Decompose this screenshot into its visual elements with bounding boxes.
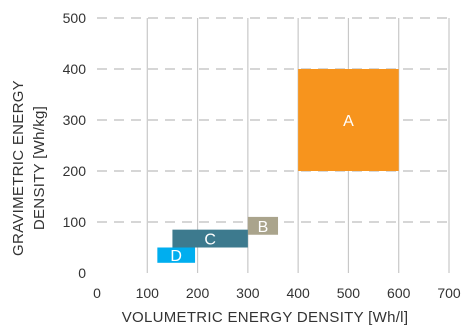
x-tick-label-600: 600 (387, 285, 411, 301)
y-tick-label-200: 200 (63, 163, 87, 179)
region-label-a: A (343, 113, 354, 130)
x-tick-label-100: 100 (136, 285, 160, 301)
x-axis-title: VOLUMETRIC ENERGY DENSITY [Wh/l] (122, 309, 409, 325)
x-tick-label-300: 300 (236, 285, 260, 301)
y-axis-title-line1: GRAVIMETRIC ENERGY (10, 80, 27, 256)
x-tick-label-0: 0 (93, 285, 101, 301)
region-b (247, 216, 279, 235)
y-tick-label-400: 400 (63, 61, 87, 77)
y-axis-title-line2: DENSITY [Wh/kg] (31, 106, 48, 230)
region-label-d: D (170, 248, 182, 265)
region-label-b: B (258, 219, 269, 236)
region-c (172, 229, 248, 248)
region-a (298, 69, 399, 171)
region-label-c: C (204, 232, 216, 249)
y-tick-label-0: 0 (78, 265, 86, 281)
x-tick-label-200: 200 (186, 285, 210, 301)
region-d (157, 247, 196, 263)
y-tick-label-500: 500 (63, 10, 87, 26)
regions: A B C D (157, 69, 399, 265)
y-tick-label-100: 100 (63, 214, 87, 230)
x-tick-label-700: 700 (437, 285, 461, 301)
tick-labels: 0 100 200 300 400 500 600 700 0 100 200 300 400 500 (63, 10, 461, 301)
x-tick-label-500: 500 (337, 285, 361, 301)
axis-titles: VOLUMETRIC ENERGY DENSITY [Wh/l] GRAVIME… (10, 80, 408, 325)
y-tick-label-300: 300 (63, 112, 87, 128)
x-tick-label-400: 400 (286, 285, 310, 301)
